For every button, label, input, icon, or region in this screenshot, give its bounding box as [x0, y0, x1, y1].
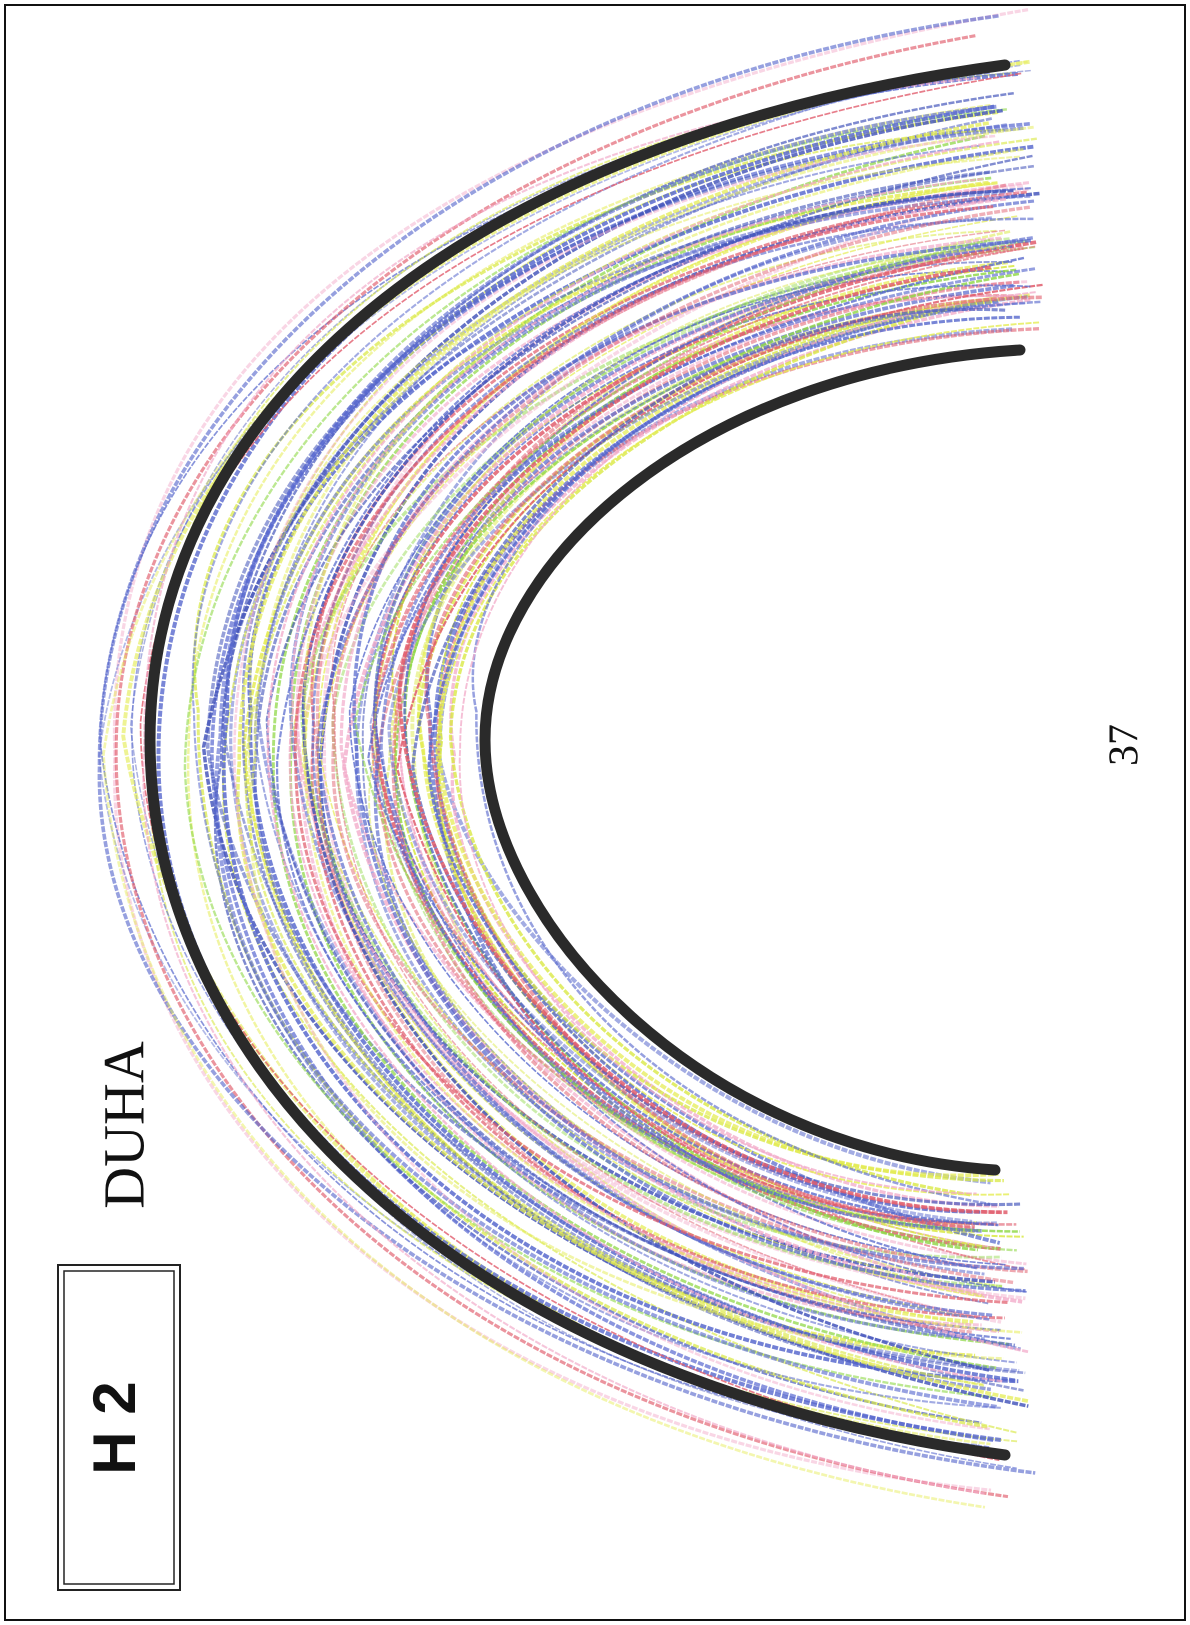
label: H 2 [81, 1381, 148, 1474]
page-number: 37 [1102, 724, 1148, 766]
page: H 2 DUHA 37 [0, 0, 1190, 1625]
title: DUHA [91, 1041, 156, 1209]
